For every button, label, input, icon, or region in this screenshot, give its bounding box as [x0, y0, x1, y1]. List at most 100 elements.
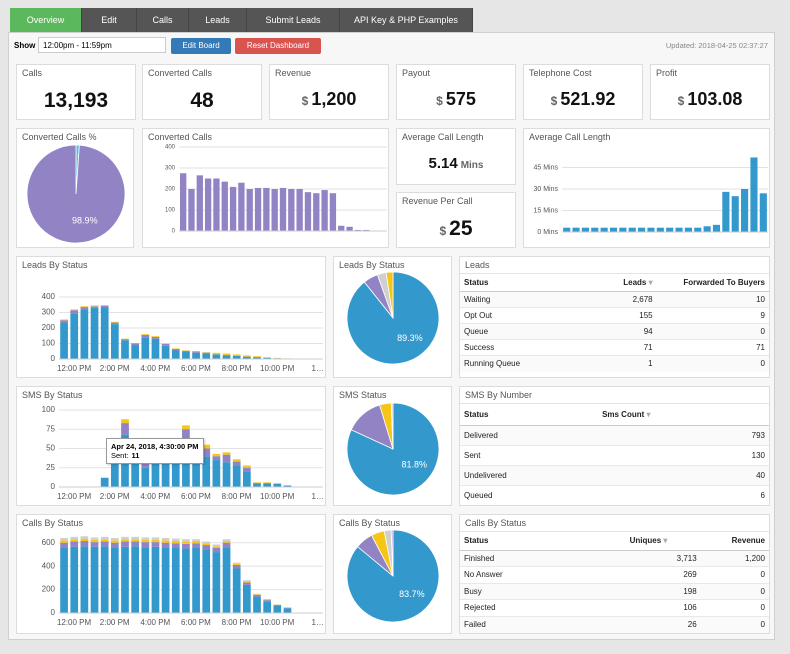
bar-segment — [242, 471, 251, 487]
stat-prefix: $ — [677, 94, 685, 108]
bar-segment — [121, 546, 129, 613]
time-range-input[interactable]: 12:00pm - 11:59pm — [38, 37, 166, 53]
y-tick-label: 200 — [42, 323, 56, 332]
bar-segment — [131, 463, 140, 487]
stat-value: 5.14 — [428, 155, 458, 172]
tab[interactable]: Calls — [137, 8, 189, 32]
bar-segment — [192, 540, 200, 544]
bar-segment — [222, 452, 231, 455]
bar-segment — [222, 547, 231, 613]
bar-segment — [273, 483, 282, 487]
bar-segment — [80, 309, 89, 359]
stat-prefix: $ — [436, 94, 443, 108]
bar-segment — [60, 547, 68, 613]
table-cell: 0 — [656, 323, 769, 340]
y-tick-label: 0 — [51, 482, 56, 491]
bar-segment — [212, 546, 221, 548]
bar-segment — [70, 539, 79, 542]
stat-value-row: $103.08 — [651, 89, 769, 110]
stat-title: Telephone Cost — [529, 68, 592, 78]
bar-segment — [238, 182, 245, 231]
bar-segment — [273, 605, 282, 613]
bar-segment — [100, 305, 109, 306]
bar-segment — [80, 546, 89, 613]
table-title: SMS By Number — [465, 390, 533, 400]
bar-segment — [131, 345, 140, 359]
bar-segment — [263, 600, 272, 602]
bar-segment — [141, 337, 150, 359]
tooltip-row: Sent: 11 — [111, 451, 199, 460]
column-header: Status — [460, 273, 596, 292]
bar-segment — [121, 541, 129, 547]
bar-segment — [60, 319, 68, 321]
bar-segment — [242, 356, 251, 359]
x-tick-label: 6:00 PM — [181, 492, 211, 501]
bar-segment — [131, 546, 140, 613]
bar-segment — [141, 334, 150, 338]
bar-segment — [121, 536, 129, 540]
bar-segment — [182, 541, 190, 544]
bar-segment — [283, 485, 292, 487]
tab[interactable]: Edit — [82, 8, 137, 32]
tab[interactable]: Leads — [189, 8, 247, 32]
table-cell: 0 — [700, 582, 769, 600]
bar-segment — [242, 582, 251, 585]
bar-segment — [151, 336, 160, 337]
table-cell: 40 — [598, 465, 769, 486]
stat-title: Revenue Per Call — [402, 196, 473, 206]
bar-segment — [100, 305, 109, 308]
bar-segment — [141, 539, 150, 543]
bar-segment — [151, 444, 160, 487]
table-row: Finished 3,713 1,200 — [460, 549, 769, 567]
bar-segment — [253, 594, 261, 597]
tab-bar: Overview Edit Calls Leads Submit Leads A… — [10, 8, 473, 32]
bar-segment — [212, 544, 221, 547]
bar-segment — [60, 320, 68, 323]
tab[interactable]: Overview — [10, 8, 82, 32]
bar-segment — [222, 462, 231, 487]
stat-value-row: 48 — [143, 89, 261, 113]
bar-segment — [253, 356, 261, 358]
edit-board-button[interactable]: Edit Board — [171, 38, 231, 54]
bar-segment — [80, 307, 89, 310]
bar-segment — [656, 227, 664, 232]
bar-segment — [253, 483, 261, 487]
bar-segment — [70, 536, 79, 540]
column-header: Status — [460, 531, 626, 551]
bar-segment — [192, 352, 200, 359]
table-row: Failed 26 0 — [460, 615, 769, 633]
bar-segment — [212, 460, 221, 487]
bar-segment — [222, 454, 231, 463]
bar-segment — [232, 459, 241, 462]
tooltip: Apr 24, 2018, 4:30:00 PM Sent: 11 — [106, 438, 204, 464]
x-tick-label: 10:00 PM — [260, 618, 295, 627]
stat-title: Profit — [656, 68, 678, 78]
pie-label: 89.3% — [397, 333, 423, 343]
chart: 81.8% — [346, 402, 440, 496]
bar-segment — [151, 336, 160, 339]
tab[interactable]: Submit Leads — [247, 8, 340, 32]
bar-segment — [202, 541, 211, 544]
y-tick-label: 0 — [51, 354, 56, 363]
reset-dashboard-button[interactable]: Reset Dashboard — [235, 38, 321, 54]
bar-segment — [202, 543, 211, 546]
bar-segment — [151, 542, 160, 547]
y-tick-label: 0 — [51, 608, 56, 617]
bar-segment — [222, 540, 231, 543]
table-cell: 71 — [656, 339, 769, 356]
chart: 83.7% — [346, 529, 440, 623]
tab[interactable]: API Key & PHP Examples — [340, 8, 473, 32]
bar-segment — [171, 446, 180, 487]
x-tick-label: 8:00 PM — [222, 492, 252, 501]
table-cell: 155 — [595, 307, 657, 324]
x-tick-label: 4:00 PM — [140, 364, 170, 373]
table-row: No Answer 269 0 — [460, 566, 769, 583]
y-tick-label: 400 — [165, 145, 176, 151]
bar-segment — [161, 540, 170, 543]
table-cell: 0 — [700, 599, 769, 616]
bar-segment — [212, 552, 221, 613]
table-row: Sent 130 — [460, 445, 769, 466]
bar-segment — [283, 607, 292, 609]
y-tick-label: 0 — [172, 229, 176, 235]
bar-segment — [100, 546, 109, 613]
